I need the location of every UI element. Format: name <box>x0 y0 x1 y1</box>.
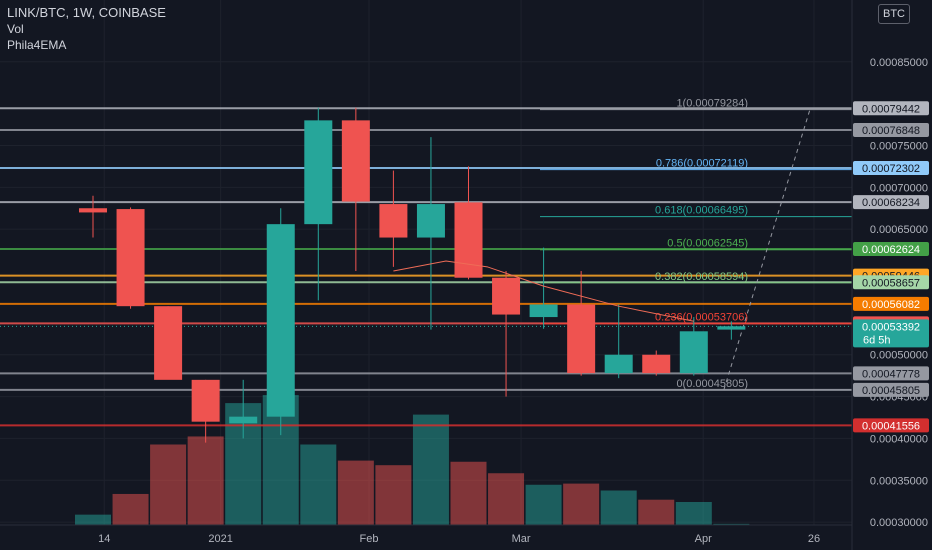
volume-bar <box>187 436 224 525</box>
fib-level-label: 0.5(0.00062545) <box>667 238 748 250</box>
level-price-label: 0.00047778 <box>862 368 920 380</box>
fib-level-label: 0(0.00045805) <box>676 378 748 390</box>
time-axis-tick-label: Feb <box>360 533 379 545</box>
level-price-label: 0.00072302 <box>862 163 920 175</box>
volume-bar <box>713 523 750 525</box>
candle-body <box>229 416 258 424</box>
current-price-badge <box>853 319 929 348</box>
volume-bar <box>600 490 637 525</box>
level-price-label: 0.00079442 <box>862 103 920 115</box>
price-axis-tick-label: 0.00085000 <box>870 57 928 69</box>
volume-bar <box>563 483 600 525</box>
candle-body <box>304 120 333 225</box>
fib-level-label: 0.786(0.00072119) <box>656 158 748 170</box>
candle-body <box>154 306 183 380</box>
level-price-badge <box>853 382 929 397</box>
currency-unit-button[interactable]: BTC <box>878 4 910 24</box>
ema-line <box>393 260 694 322</box>
level-price-badge <box>853 242 929 257</box>
candle-body <box>567 304 596 374</box>
price-axis-tick-label: 0.00070000 <box>870 182 928 194</box>
candle-body <box>341 120 370 202</box>
volume-bar <box>638 499 675 525</box>
volume-bar <box>112 493 149 525</box>
symbol-title[interactable]: LINK/BTC, 1W, COINBASE <box>7 5 166 20</box>
price-axis-tick-label: 0.00040000 <box>870 433 928 445</box>
level-price-label: 0.00076848 <box>862 125 920 137</box>
level-price-label: 0.00062624 <box>862 244 920 256</box>
volume-bar <box>375 465 412 525</box>
fib-level-label: 0.236(0.00053706) <box>655 312 748 324</box>
candle-body <box>679 331 708 374</box>
fib-level-label: 0.382(0.00058594) <box>655 271 748 283</box>
price-axis-tick-label: 0.00035000 <box>870 475 928 487</box>
volume-bar <box>337 460 374 525</box>
candle-body <box>492 277 521 315</box>
level-price-label: 0.00056082 <box>862 299 920 311</box>
time-axis-tick-label: Mar <box>512 533 531 545</box>
level-price-badge <box>853 123 929 138</box>
time-axis-tick-label: Apr <box>695 533 712 545</box>
candle-body <box>191 379 220 422</box>
volume-bar <box>412 414 449 525</box>
volume-bar <box>300 444 337 525</box>
fib-level-label: 0.618(0.00066495) <box>655 205 748 217</box>
level-price-badge <box>853 366 929 381</box>
candle-body <box>717 326 746 330</box>
countdown-label: 6d 5h <box>863 334 891 346</box>
time-axis-tick-label: 14 <box>98 533 110 545</box>
candle-body <box>116 209 145 307</box>
price-axis-tick-label: 0.00030000 <box>870 517 928 529</box>
candle-body <box>454 202 483 278</box>
level-price-badge <box>853 418 929 433</box>
level-price-badge <box>853 275 929 290</box>
current-price-label: 0.00053392 <box>862 321 920 333</box>
price-axis-tick-label: 0.00065000 <box>870 224 928 236</box>
candle-body <box>416 204 445 238</box>
volume-bar <box>75 514 111 525</box>
volume-indicator-label[interactable]: Vol <box>7 22 24 36</box>
level-price-badge <box>853 296 929 311</box>
volume-bar <box>450 461 487 525</box>
volume-bar <box>488 473 525 525</box>
candle-body <box>266 224 295 417</box>
volume-bar <box>675 502 712 525</box>
candle-body <box>642 354 671 374</box>
price-axis-tick-label: 0.00050000 <box>870 350 928 362</box>
level-price-label: 0.00058657 <box>862 277 920 289</box>
time-axis-tick-label: 26 <box>808 533 820 545</box>
candle-body <box>379 204 408 238</box>
candle-body <box>529 304 558 318</box>
candle-body <box>604 354 633 374</box>
level-price-badge <box>853 161 929 176</box>
level-price-badge <box>853 195 929 210</box>
level-price-label: 0.00068234 <box>862 197 920 209</box>
fib-level-label: 1(0.00079284) <box>676 98 748 110</box>
level-price-label: 0.00045805 <box>862 385 920 397</box>
fib-trend-line <box>723 108 811 391</box>
volume-bar <box>150 444 187 525</box>
time-axis-tick-label: 2021 <box>208 533 232 545</box>
price-axis-tick-label: 0.00075000 <box>870 140 928 152</box>
candle-body <box>79 208 107 213</box>
level-price-label: 0.00041556 <box>862 420 920 432</box>
level-price-badge <box>853 101 929 116</box>
ema-indicator-label[interactable]: Phila4EMA <box>7 38 67 52</box>
volume-bar <box>525 484 562 525</box>
